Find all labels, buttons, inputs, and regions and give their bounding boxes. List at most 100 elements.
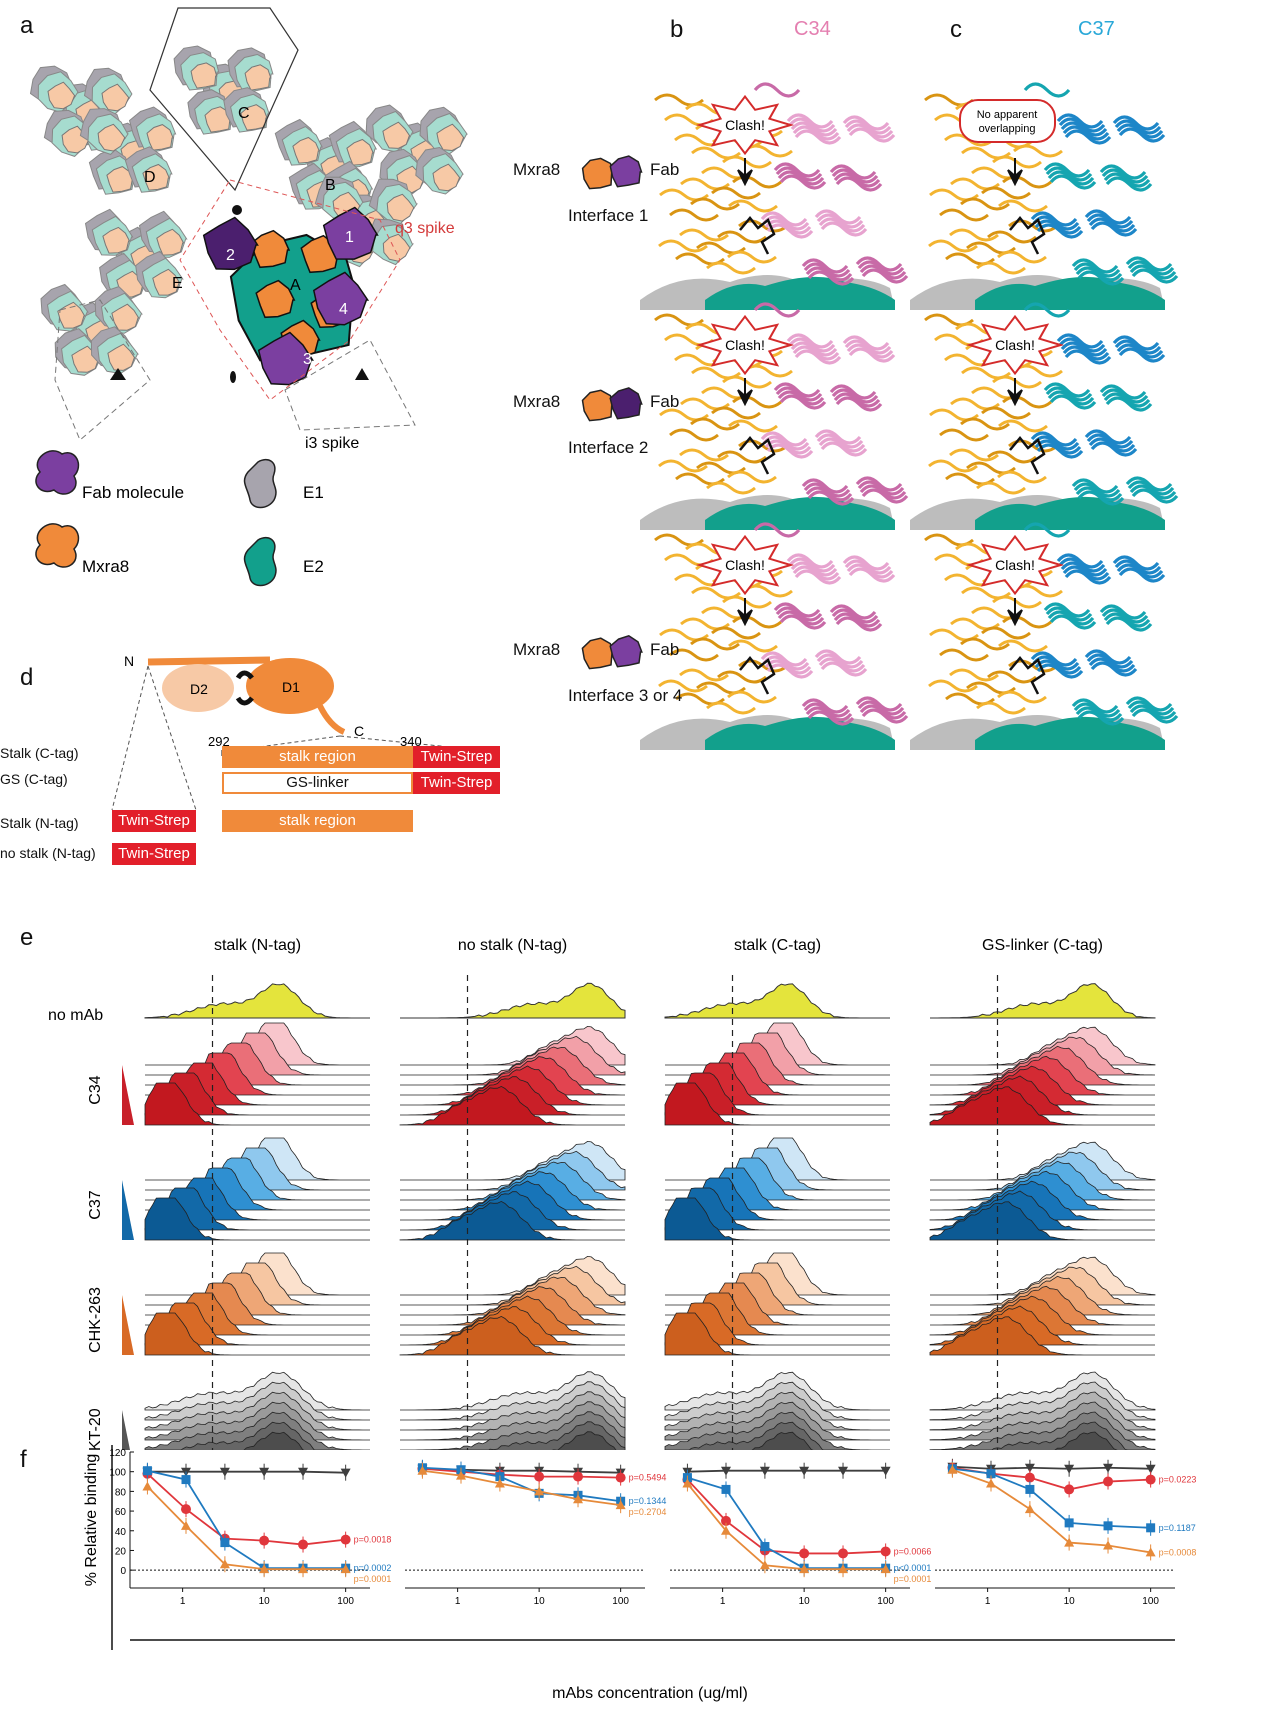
concentration-wedge [122, 1295, 134, 1355]
histogram-stack-chk-263 [664, 1252, 890, 1356]
construct-row-label: Stalk (N-tag) [0, 815, 79, 831]
data-point [1103, 1476, 1114, 1487]
legend-fab: Fab molecule [82, 483, 184, 502]
twin-strep-bar: Twin-Strep [112, 843, 196, 865]
d1-label: D1 [282, 679, 300, 695]
legend-e2: E2 [303, 557, 324, 576]
histogram-no-mab [144, 983, 370, 1019]
spike-letter-b: B [325, 177, 336, 194]
series-line [422, 1466, 621, 1503]
histogram-stack-skt-20 [400, 1371, 626, 1450]
data-point [615, 1472, 626, 1483]
data-point [880, 1546, 891, 1557]
histogram-no-mab [400, 982, 626, 1019]
interface-caption: Interface 2 [568, 438, 649, 457]
binding-chart-4: 1 10 100 p=0.0223 p=0.1187 p=0.0008 [935, 1458, 1197, 1607]
data-point [142, 1466, 152, 1476]
series-line [952, 1467, 1151, 1529]
spike-letter-a: A [290, 277, 301, 294]
d2-domain [162, 664, 234, 712]
data-point [1025, 1484, 1035, 1494]
y-axis-label: % Relative binding [83, 1454, 100, 1587]
p-value-label: p=0.0008 [1159, 1547, 1197, 1557]
construct-row-label: Stalk (C-tag) [0, 745, 79, 761]
histogram-no-mab [664, 983, 890, 1019]
spike-letter-e: E [172, 275, 183, 292]
spike-letter-c: C [238, 105, 250, 122]
data-point [759, 1466, 770, 1476]
panel-c-title: C37 [1078, 18, 1115, 40]
twofold-marker [230, 371, 236, 383]
row-label-c37: C37 [87, 1190, 104, 1219]
interface-mxra8-label: Mxra8 [513, 160, 561, 179]
histogram-stack-skt-20 [144, 1371, 370, 1450]
x-tick-label: 1 [985, 1596, 991, 1607]
q3-spike-label: q3 spike [395, 220, 455, 237]
series-line [147, 1470, 346, 1474]
data-point [298, 1539, 309, 1550]
data-point [534, 1471, 545, 1482]
spike-letter-d: D [144, 169, 156, 186]
p-value-label: p=0.0066 [894, 1546, 932, 1556]
stalk-region-bar: stalk region [222, 810, 413, 832]
interface-pair-icon [581, 634, 643, 670]
data-point [720, 1466, 731, 1476]
data-point [1146, 1523, 1156, 1533]
structure-c37-interface-3: Clash! [910, 522, 1179, 750]
data-point [1064, 1464, 1075, 1474]
structure-c37-interface-1: No apparent overlapping [910, 82, 1179, 310]
data-point [534, 1486, 545, 1496]
x-tick-label: 1 [720, 1596, 726, 1607]
data-point [180, 1520, 191, 1530]
histogram-stack-skt-20 [929, 1371, 1156, 1450]
site-number-4: 4 [339, 301, 348, 318]
data-point [720, 1515, 731, 1526]
e1-legend-icon [243, 458, 277, 509]
construct-row-label: GS (C-tag) [0, 771, 68, 787]
data-point [615, 1500, 626, 1510]
panel-f-label: f [20, 1446, 27, 1473]
x-tick-label: 1 [180, 1596, 186, 1607]
data-point [947, 1464, 958, 1474]
data-point [1024, 1463, 1035, 1473]
structure-panels: Clash! No apparent overlapping Clash! Clash!… [640, 82, 1179, 750]
concentration-wedge [122, 1410, 130, 1450]
histogram-column-title: GS-linker (C-tag) [982, 937, 1103, 954]
interface-fab-label: Fab [650, 160, 680, 179]
histogram-stack-c37 [929, 1141, 1156, 1241]
y-tick-label: 80 [115, 1487, 127, 1498]
x-tick-label: 100 [337, 1596, 354, 1607]
interface-pair-icon [581, 387, 643, 422]
panel-b-label: b [670, 16, 684, 43]
data-point [180, 1504, 191, 1515]
panel-e-histograms: stalk (N-tag) no stalk (N-tag) stalk (C-ta… [48, 937, 1156, 1450]
y-tick-label: 20 [115, 1546, 127, 1557]
p-value-label: p=0.5494 [629, 1473, 667, 1483]
structure-c34-interface-3: Clash! [640, 522, 909, 750]
series-line [952, 1466, 1151, 1491]
concentration-wedge [122, 1180, 134, 1240]
panel-a-label: a [20, 12, 34, 39]
structure-c37-interface-2: Clash! [910, 302, 1179, 530]
histogram-no-mab [930, 983, 1156, 1019]
data-point [760, 1542, 770, 1552]
interface-mxra8-label: Mxra8 [513, 640, 561, 659]
data-point [759, 1560, 770, 1570]
mxra8-legend-icon [35, 523, 80, 568]
e2-legend-icon [243, 536, 277, 587]
svg-text:Clash!: Clash! [725, 337, 765, 353]
spike-c-outline [149, 7, 299, 192]
data-point [880, 1564, 891, 1574]
row-label-skt-20: SKT-20 [87, 1408, 104, 1450]
site-number-3: 3 [303, 351, 312, 368]
triangle-marker [110, 368, 126, 380]
i3-spike-label: i3 spike [305, 435, 359, 452]
p-value-label: p=0.0001 [354, 1574, 392, 1584]
interface-fab-label: Fab [650, 392, 680, 411]
legend-e1: E1 [303, 483, 324, 502]
stalk-region-bar: stalk region [222, 746, 413, 768]
histogram-stack-c37 [664, 1137, 890, 1241]
pos-292: 292 [208, 734, 230, 749]
